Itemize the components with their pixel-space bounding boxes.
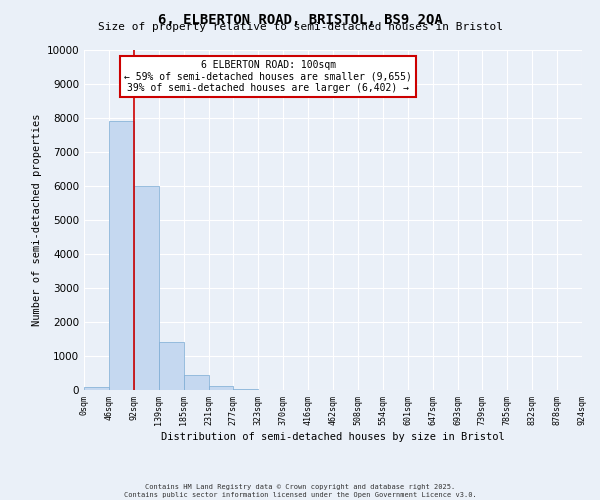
Bar bbox=[84, 386, 109, 390]
X-axis label: Distribution of semi-detached houses by size in Bristol: Distribution of semi-detached houses by … bbox=[161, 432, 505, 442]
Text: Size of property relative to semi-detached houses in Bristol: Size of property relative to semi-detach… bbox=[97, 22, 503, 32]
Text: 6, ELBERTON ROAD, BRISTOL, BS9 2QA: 6, ELBERTON ROAD, BRISTOL, BS9 2QA bbox=[158, 12, 442, 26]
Bar bbox=[184, 374, 209, 390]
Text: Contains HM Land Registry data © Crown copyright and database right 2025.
Contai: Contains HM Land Registry data © Crown c… bbox=[124, 484, 476, 498]
Bar bbox=[134, 186, 159, 390]
Bar bbox=[109, 122, 134, 390]
Bar bbox=[233, 389, 259, 390]
Text: 6 ELBERTON ROAD: 100sqm
← 59% of semi-detached houses are smaller (9,655)
39% of: 6 ELBERTON ROAD: 100sqm ← 59% of semi-de… bbox=[124, 60, 412, 94]
Bar bbox=[209, 386, 233, 390]
Y-axis label: Number of semi-detached properties: Number of semi-detached properties bbox=[32, 114, 43, 326]
Bar bbox=[159, 342, 184, 390]
